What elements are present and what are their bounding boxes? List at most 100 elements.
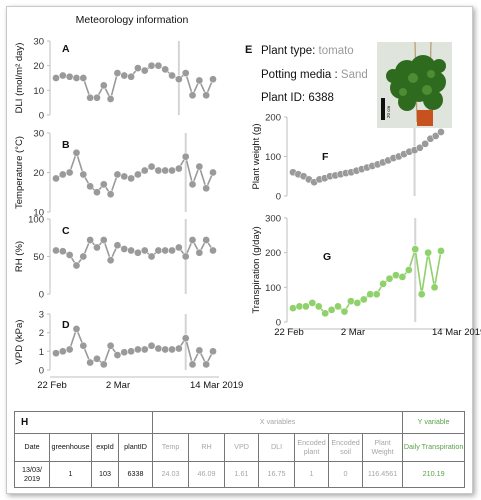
x-tick-label: 22 Feb — [274, 327, 304, 338]
data-point — [209, 168, 217, 177]
data-point — [188, 236, 197, 244]
data-point — [52, 246, 60, 255]
data-point — [106, 95, 115, 103]
data-point — [134, 345, 142, 354]
data-point — [188, 180, 197, 189]
data-point — [181, 152, 190, 161]
plant-photo: 20 cm — [377, 42, 452, 128]
data-point — [209, 246, 217, 255]
data-point — [127, 347, 135, 356]
data-point — [188, 91, 197, 100]
y-tick-label: 200 — [265, 113, 281, 124]
y-tick-label: 1 — [39, 347, 44, 358]
table-cell: 13/03/ 2019 — [14, 461, 50, 488]
plant-id-label: Plant ID: — [261, 92, 306, 104]
data-point — [147, 162, 156, 171]
data-point — [202, 184, 211, 193]
table-header-row: Date greenhouse expId plantID Temp RH VPD DLI En… — [14, 433, 466, 462]
data-point — [140, 345, 149, 354]
data-point — [72, 74, 81, 82]
table-cell: 210.19 — [402, 461, 466, 488]
data-point — [168, 71, 176, 80]
y-tick-label: 0 — [276, 192, 281, 203]
table-header-cell: Encoded plant — [294, 433, 330, 462]
data-point — [385, 274, 394, 283]
series-line — [55, 326, 214, 367]
panel-h-label: H — [13, 411, 154, 434]
data-point — [127, 246, 135, 255]
data-point — [168, 345, 176, 354]
data-point — [86, 358, 94, 367]
y-tick-label: 3 — [39, 310, 44, 321]
data-point — [58, 247, 67, 256]
data-point — [314, 302, 323, 311]
data-point — [93, 188, 101, 197]
data-point — [437, 247, 445, 255]
table-header-cell: Temp — [152, 433, 190, 462]
y-tick-label: 30 — [33, 129, 44, 140]
y-tick-label: 100 — [265, 283, 281, 294]
data-point — [161, 65, 170, 74]
data-point — [52, 74, 60, 82]
table-row: 13/03/ 2019 1 103 6338 24.03 46.09 1.61 16.75 1 0… — [14, 461, 466, 488]
data-point — [195, 76, 204, 85]
potting-media-value: Sand — [340, 69, 368, 81]
data-table: H X variables Y variable Date greenhouse e… — [13, 411, 466, 488]
data-point — [72, 261, 81, 270]
table-cell: 103 — [91, 461, 119, 488]
data-point — [168, 166, 176, 175]
data-point — [65, 168, 74, 177]
data-point — [113, 69, 122, 77]
table-header-cell: expId — [91, 433, 119, 462]
data-point — [295, 302, 304, 311]
data-point — [392, 271, 400, 280]
data-point — [327, 306, 336, 314]
data-point — [72, 148, 81, 157]
data-point — [120, 245, 129, 253]
data-point — [398, 273, 407, 281]
data-point — [154, 166, 163, 175]
data-point — [340, 307, 349, 316]
y-tick-label: 0 — [39, 290, 44, 301]
data-point — [147, 252, 156, 261]
table-header-cell: RH — [188, 433, 226, 462]
data-point — [154, 344, 163, 353]
data-point — [353, 299, 362, 307]
data-point — [120, 172, 129, 181]
table-cell: 46.09 — [188, 461, 226, 488]
data-point — [154, 61, 163, 70]
data-point — [372, 290, 381, 299]
data-point — [209, 75, 217, 84]
y-tick-label: 0 — [39, 111, 44, 122]
data-point — [52, 174, 60, 183]
table-header-cell: Daily Transpiration — [402, 433, 466, 462]
y-axis-label: VPD (kPa) — [14, 320, 25, 365]
table-cell: 1 — [49, 461, 92, 488]
y-tick-label: 0 — [276, 318, 281, 329]
data-point — [99, 180, 108, 189]
data-point — [175, 75, 183, 84]
data-point — [302, 302, 310, 311]
data-point — [161, 166, 170, 175]
y-tick-label: 20 — [33, 168, 44, 179]
data-point — [181, 334, 190, 343]
data-point — [289, 304, 297, 312]
data-point — [175, 164, 183, 173]
data-point — [416, 143, 424, 152]
data-point — [86, 182, 94, 191]
y-tick-label: 2 — [39, 328, 44, 339]
table-header-cell: greenhouse — [49, 433, 92, 462]
table-cell: 0 — [328, 461, 364, 488]
y-tick-label: 200 — [265, 248, 281, 259]
data-point — [120, 71, 129, 80]
data-point — [134, 170, 142, 179]
data-point — [202, 236, 211, 244]
data-point — [147, 341, 156, 350]
plant-type-value: tomato — [318, 45, 354, 57]
y-tick-label: 300 — [265, 214, 281, 225]
y-tick-label: 10 — [33, 208, 44, 219]
y-axis-label: Plant weight (g) — [251, 123, 262, 189]
data-point — [195, 248, 204, 257]
table-cell: 6338 — [117, 461, 154, 488]
